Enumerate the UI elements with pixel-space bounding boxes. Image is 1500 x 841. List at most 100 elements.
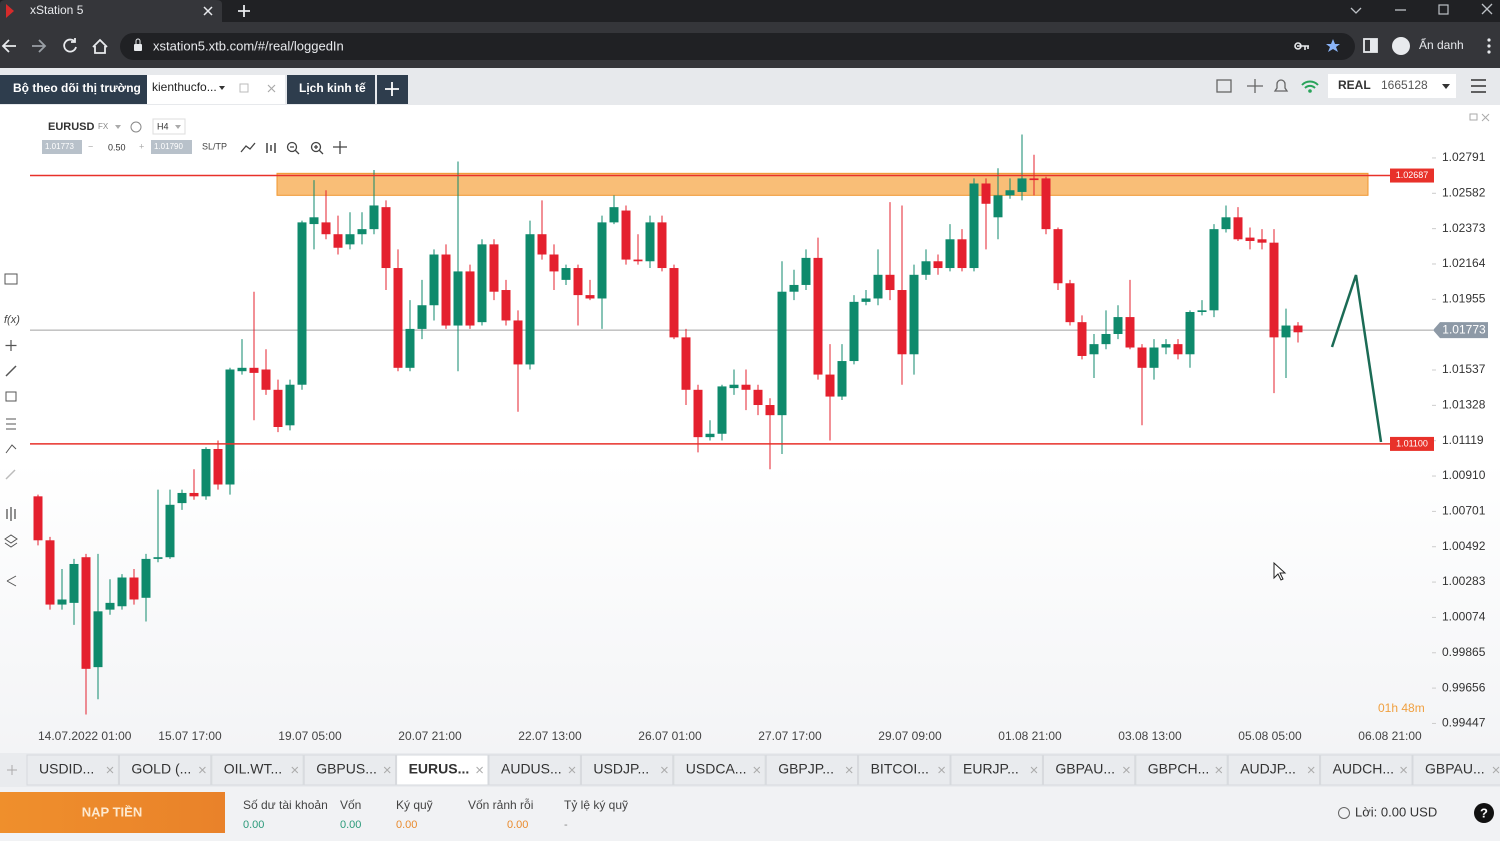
forward-button[interactable]: [32, 39, 47, 53]
key-icon[interactable]: [1297, 45, 1309, 50]
candle-body: [333, 234, 343, 248]
instrument-tab[interactable]: [580, 754, 674, 786]
plus[interactable]: +: [139, 141, 144, 151]
tool-icon[interactable]: [6, 507, 16, 521]
tool-icon[interactable]: [6, 418, 16, 430]
back-button[interactable]: [1, 39, 16, 53]
app-tab[interactable]: [0, 75, 147, 104]
instrument-close[interactable]: [199, 766, 206, 774]
app-tab[interactable]: [147, 75, 285, 104]
crosshair-tool[interactable]: [333, 141, 347, 154]
info-icon[interactable]: [130, 121, 142, 133]
instrument-tab[interactable]: [26, 754, 119, 786]
instrument-tab[interactable]: [673, 754, 766, 786]
detach-icon[interactable]: [239, 83, 249, 93]
sell-button[interactable]: [42, 140, 82, 154]
incognito-avatar[interactable]: [1392, 37, 1410, 55]
instrument-tab[interactable]: [950, 754, 1043, 786]
tool-icon[interactable]: [5, 469, 16, 480]
instrument-close[interactable]: [1123, 766, 1130, 774]
instrument-tab[interactable]: [1320, 754, 1413, 786]
symbol-caret[interactable]: [115, 125, 121, 129]
close-window[interactable]: [1481, 3, 1493, 15]
buy-button[interactable]: [151, 140, 192, 154]
tool-icon[interactable]: [4, 534, 18, 548]
minus[interactable]: −: [88, 141, 93, 151]
menu-dot[interactable]: [1487, 38, 1491, 42]
bell-icon[interactable]: [1273, 79, 1289, 92]
instrument-close[interactable]: [1400, 766, 1407, 774]
close-tab[interactable]: [267, 84, 276, 93]
instrument-close[interactable]: [568, 766, 576, 774]
instrument-close[interactable]: [753, 766, 761, 774]
zoom-in[interactable]: [310, 141, 322, 153]
dropdown-caret[interactable]: [219, 86, 225, 90]
chart-window-icon[interactable]: [1469, 113, 1478, 121]
tool-icon[interactable]: [5, 444, 17, 454]
omnibox[interactable]: [120, 33, 1355, 60]
candle-body: [585, 295, 595, 299]
bookmark-star[interactable]: [1326, 39, 1340, 52]
menu-icon[interactable]: [1471, 79, 1486, 93]
home-button[interactable]: [92, 38, 108, 54]
reload-button[interactable]: [63, 38, 77, 53]
instrument-close[interactable]: [291, 766, 299, 774]
candle-body: [705, 433, 715, 438]
market: FX: [98, 122, 109, 131]
chart-area[interactable]: [0, 105, 1500, 753]
instrument-close[interactable]: [1215, 766, 1223, 774]
layout-icon[interactable]: [1216, 79, 1232, 93]
instrument-tab[interactable]: [858, 754, 951, 786]
instrument-tab[interactable]: [303, 754, 397, 786]
instrument-tab[interactable]: [1412, 754, 1500, 786]
instrument-close[interactable]: [845, 766, 853, 774]
instrument-close[interactable]: [1492, 766, 1500, 774]
tab-close[interactable]: [203, 6, 213, 16]
instrument-close[interactable]: [938, 766, 945, 774]
instrument-tab[interactable]: [1135, 754, 1228, 786]
candle-tool[interactable]: [266, 143, 276, 153]
instrument-tab[interactable]: [1042, 754, 1136, 786]
add-instrument[interactable]: [7, 765, 17, 775]
field-value: -: [564, 819, 568, 831]
zoom-out[interactable]: [286, 141, 298, 153]
instrument-close[interactable]: [1030, 766, 1038, 774]
sltp[interactable]: SL/TP: [202, 141, 227, 151]
tab-search[interactable]: [1350, 7, 1362, 14]
timeframe: H4: [157, 121, 169, 131]
instrument-tab[interactable]: [1227, 754, 1321, 786]
instrument-tab[interactable]: [765, 754, 859, 786]
instrument-close[interactable]: [476, 766, 483, 774]
instrument-close[interactable]: [383, 766, 391, 774]
browser-tab[interactable]: [0, 0, 222, 22]
new-tab[interactable]: [238, 5, 250, 17]
candle-body: [1185, 312, 1195, 355]
instrument-close[interactable]: [661, 766, 668, 774]
deposit-button[interactable]: [0, 792, 225, 833]
account-selector[interactable]: [1328, 74, 1456, 98]
chart-close-icon[interactable]: [1481, 113, 1490, 122]
tab-title: xStation 5: [30, 3, 84, 17]
tool-icon[interactable]: [6, 575, 17, 587]
help-button[interactable]: [1474, 803, 1494, 823]
instrument-tab[interactable]: [118, 754, 212, 786]
line-tool[interactable]: [240, 142, 256, 153]
instrument-tab[interactable]: [396, 754, 489, 786]
app-tab[interactable]: [287, 75, 375, 104]
restore[interactable]: [1438, 4, 1449, 15]
tool-icon[interactable]: [5, 340, 17, 351]
tool-icon[interactable]: [4, 273, 18, 285]
tool-icon[interactable]: [5, 391, 17, 402]
instrument-tab[interactable]: [488, 754, 581, 786]
mouse-cursor: [1273, 561, 1287, 581]
tool-icon[interactable]: [5, 365, 17, 377]
instrument-close[interactable]: [106, 766, 114, 774]
y-tick-label: 0.99656: [1442, 680, 1486, 694]
instrument-close[interactable]: [1307, 766, 1315, 774]
instrument-tab[interactable]: [211, 754, 304, 786]
symbol[interactable]: EURUSD: [48, 121, 95, 133]
price-icon[interactable]: [1247, 79, 1263, 93]
function-tool[interactable]: f(x): [4, 314, 20, 326]
timeframe-box[interactable]: [152, 118, 186, 135]
lock-icon: [134, 44, 142, 51]
